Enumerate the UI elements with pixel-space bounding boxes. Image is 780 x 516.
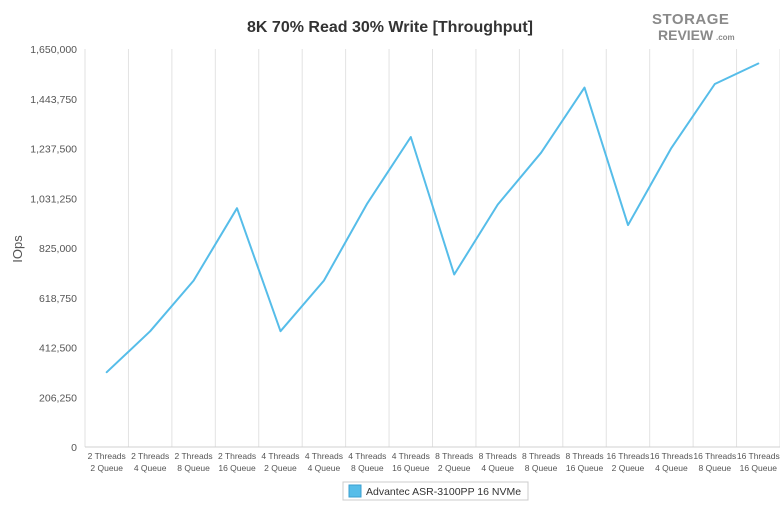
x-tick-label: 2 Queue [612, 463, 645, 473]
x-tick-label: 4 Threads [261, 451, 299, 461]
legend-label: Advantec ASR-3100PP 16 NVMe [366, 486, 521, 498]
logo-line-2: REVIEW [658, 27, 714, 43]
x-tick-label: 16 Threads [693, 451, 736, 461]
x-tick-label: 16 Queue [740, 463, 778, 473]
x-tick-label: 8 Queue [525, 463, 558, 473]
chart-grid [84, 49, 780, 448]
y-axis-ticks: 0 206,250 412,500 618,750 825,000 1,031,250 1,… [30, 44, 77, 454]
y-tick-label: 618,750 [39, 293, 77, 305]
y-tick-label: 206,250 [39, 392, 77, 404]
x-tick-label: 2 Threads [175, 451, 213, 461]
logo-suffix: .com [716, 33, 735, 42]
storage-review-logo: STORAGE REVIEW .com [652, 11, 735, 43]
x-tick-label: 4 Queue [308, 463, 341, 473]
x-tick-label: 8 Threads [565, 451, 603, 461]
x-tick-label: 8 Queue [699, 463, 732, 473]
x-tick-label: 16 Queue [218, 463, 256, 473]
y-tick-label: 1,031,250 [30, 193, 77, 205]
x-tick-label: 4 Queue [481, 463, 514, 473]
x-tick-label: 8 Threads [479, 451, 517, 461]
y-tick-label: 1,650,000 [30, 44, 77, 56]
x-tick-label: 8 Queue [351, 463, 384, 473]
y-tick-label: 1,443,750 [30, 94, 77, 106]
x-tick-label: 2 Queue [264, 463, 297, 473]
x-tick-label: 2 Threads [131, 451, 169, 461]
logo-line-1: STORAGE [652, 11, 729, 28]
x-tick-label: 8 Threads [435, 451, 473, 461]
x-tick-label: 2 Threads [218, 451, 256, 461]
x-tick-label: 2 Queue [438, 463, 471, 473]
x-tick-label: 16 Queue [392, 463, 430, 473]
x-tick-label: 2 Queue [90, 463, 123, 473]
x-tick-label: 4 Threads [348, 451, 386, 461]
x-tick-label: 4 Queue [134, 463, 167, 473]
x-tick-label: 4 Threads [305, 451, 343, 461]
plot-area [105, 62, 760, 374]
y-tick-label: 1,237,500 [30, 144, 77, 156]
y-axis-label: IOps [10, 235, 25, 263]
x-tick-label: 16 Threads [607, 451, 650, 461]
x-tick-label: 8 Queue [177, 463, 210, 473]
chart-title: 8K 70% Read 30% Write [Throughput] [247, 19, 533, 36]
legend: Advantec ASR-3100PP 16 NVMe [342, 481, 529, 501]
y-tick-label: 0 [71, 442, 77, 454]
x-tick-label: 16 Threads [650, 451, 693, 461]
legend-box [342, 481, 529, 501]
series-line [105, 62, 760, 374]
x-tick-label: 2 Threads [88, 451, 126, 461]
x-axis-ticks: 2 Threads 2 Queue 2 Threads 4 Queue 2 Thread… [88, 451, 780, 473]
x-tick-label: 4 Queue [655, 463, 688, 473]
x-tick-label: 16 Threads [737, 451, 780, 461]
x-tick-label: 16 Queue [566, 463, 604, 473]
y-tick-label: 412,500 [39, 343, 77, 355]
x-tick-label: 4 Threads [392, 451, 430, 461]
y-tick-label: 825,000 [39, 243, 77, 255]
x-tick-label: 8 Threads [522, 451, 560, 461]
legend-swatch [348, 484, 362, 498]
